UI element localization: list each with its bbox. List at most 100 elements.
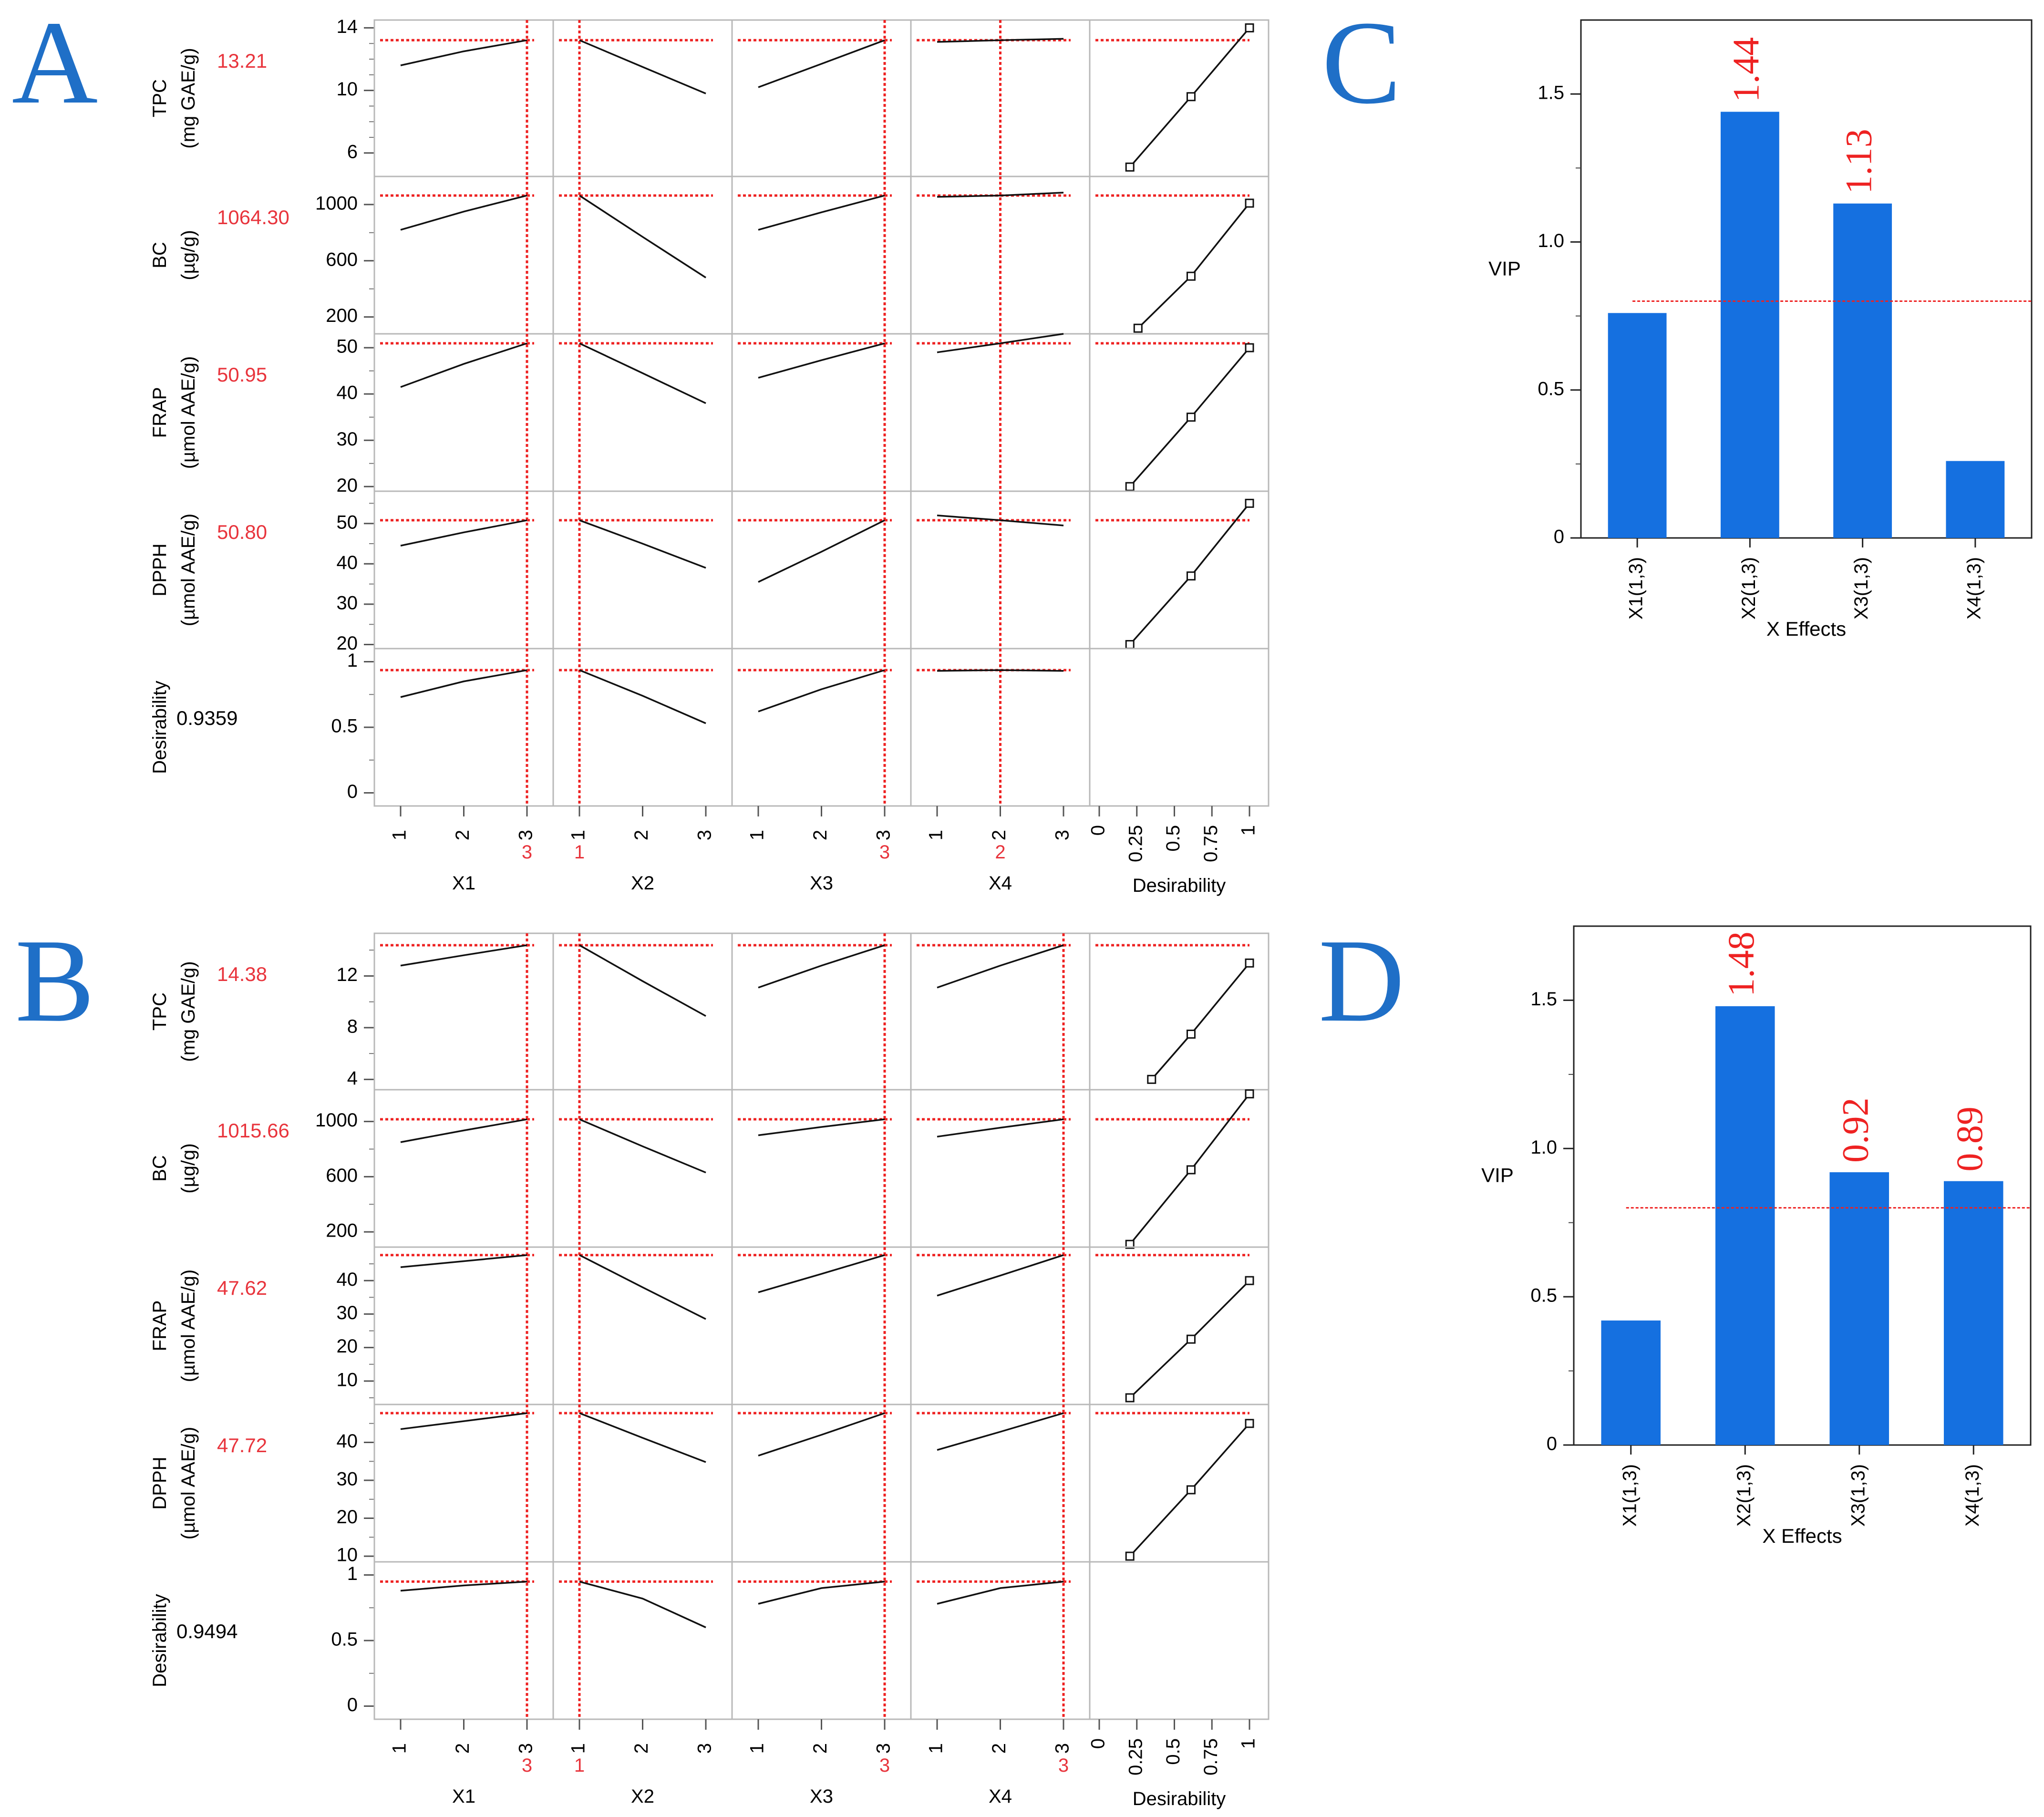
x-tick-label: X4(1,3) [1963, 557, 1984, 619]
desirability-handle [1245, 343, 1254, 352]
profiler-cell [1089, 932, 1270, 1091]
y-tick-label: 0 [347, 1694, 358, 1715]
vip-bar [1946, 461, 2005, 538]
x-tick-label: 2 [810, 830, 831, 840]
y-tick-label: 4 [347, 1068, 358, 1089]
desirability-handle [1186, 1165, 1196, 1175]
factor-name: X4 [989, 1786, 1012, 1807]
y-axis-label: VIP [1488, 257, 1521, 279]
y-tick-label: 30 [337, 429, 358, 450]
response-name: BC [149, 1155, 170, 1182]
desirability-handle [1186, 413, 1196, 422]
response-row: DPPH (µmol AAE/g) 50.80 20 30 40 50 [149, 490, 1270, 654]
vip-bar [1608, 313, 1667, 538]
bar-value-label: 1.13 [1838, 129, 1879, 194]
response-current-value: 1015.66 [217, 1119, 289, 1142]
prediction-trace [937, 1580, 1064, 1605]
response-unit: (mg GAE/g) [178, 961, 199, 1062]
prediction-trace [937, 944, 1064, 989]
prediction-trace [758, 944, 885, 989]
y-tick-label: 1000 [315, 193, 358, 214]
prediction-trace [937, 333, 1064, 353]
factor-setting-value: 3 [1058, 1755, 1069, 1776]
response-row: Desirability 0.9494 0 0.5 1 [149, 1561, 1270, 1720]
x-tick-label: 2 [989, 1743, 1010, 1754]
x-tick-label: X3(1,3) [1851, 557, 1872, 619]
x-tick-label: 1 [389, 830, 410, 840]
desirability-handle [1125, 482, 1135, 491]
vip-bar [1829, 1172, 1889, 1445]
x-axis: 0 0.25 0.5 0.75 1 Desirability [1088, 1719, 1259, 1809]
prediction-trace [937, 669, 1064, 672]
response-unit: (µmol AAE/g) [178, 1427, 199, 1539]
response-name: TPC [149, 992, 170, 1031]
desirability-function [1137, 202, 1250, 329]
desirability-axis-label: Desirability [1133, 1788, 1226, 1809]
y-tick-label: 10 [337, 79, 358, 100]
response-unit: (µmol AAE/g) [178, 514, 199, 626]
factor-name: X3 [810, 873, 833, 894]
x-tick-label: 0.75 [1200, 825, 1221, 862]
x-tick-label: 1 [1238, 825, 1259, 836]
profiler-cell [1089, 648, 1270, 807]
response-name: DPPH [149, 543, 170, 596]
prediction-trace [400, 1118, 527, 1143]
y-tick-label: 8 [347, 1016, 358, 1037]
plot-frame [1580, 19, 2033, 539]
x-axis: 1 2 33 X4 [926, 1719, 1073, 1807]
response-unit: (µmol AAE/g) [178, 356, 199, 469]
response-current-value: 47.62 [217, 1277, 267, 1299]
y-tick-label: 30 [337, 1302, 358, 1323]
x-axis: 1 2 3 1 X2 [568, 806, 715, 894]
x-tick-label: 1 [747, 1743, 768, 1754]
y-tick-label: 30 [337, 1469, 358, 1490]
profiler-cell [1089, 1246, 1270, 1405]
y-tick-label: 1.5 [1530, 989, 1557, 1010]
profiler-cell [1089, 490, 1270, 650]
prediction-trace [400, 195, 527, 231]
response-name: Desirability [149, 1594, 170, 1687]
factor-setting-value: 3 [522, 1755, 532, 1776]
x-tick-label: 1 [1238, 1738, 1259, 1749]
x-tick-label: 3 [516, 830, 537, 840]
x-tick-label: 3 [1052, 830, 1073, 840]
factor-name: X2 [631, 873, 654, 894]
profiler-cell [1089, 1561, 1270, 1720]
y-tick-label: 20 [337, 1507, 358, 1528]
factor-setting-value: 3 [879, 842, 890, 863]
x-axis-label: X Effects [1766, 618, 1846, 640]
bar-value-label: 1.48 [1720, 931, 1762, 997]
panel-letter-d: D [1319, 915, 1405, 1047]
x-tick-label: 2 [452, 1743, 473, 1754]
y-tick-label: 10 [337, 1369, 358, 1390]
y-tick-label: 20 [337, 1336, 358, 1357]
prediction-trace [758, 195, 885, 231]
response-name: FRAP [149, 1301, 170, 1352]
x-tick-label: 0 [1088, 1738, 1109, 1749]
panel-letter-b: B [15, 915, 95, 1047]
y-tick-label: 30 [337, 592, 358, 613]
desirability-handle [1125, 1393, 1135, 1403]
prediction-trace [758, 1580, 885, 1605]
prediction-trace [937, 1254, 1064, 1297]
y-tick-label: 0.5 [1530, 1285, 1557, 1306]
response-current-value: 14.38 [217, 963, 267, 985]
x-tick-label: 1 [747, 830, 768, 840]
x-axis: 1 2 3 2 X4 [926, 806, 1073, 894]
response-row: TPC (mg GAE/g) 14.38 4 8 12 [149, 932, 1270, 1091]
vip-bar [1720, 112, 1779, 538]
response-current-value: 0.9494 [176, 1620, 237, 1642]
y-tick-label: 1 [347, 650, 358, 671]
prediction-trace [579, 944, 706, 1017]
vip-bar [1601, 1320, 1661, 1445]
response-row: DPPH (µmol AAE/g) 47.72 10 20 30 40 [149, 1404, 1270, 1566]
desirability-handle [1245, 1276, 1254, 1285]
prediction-trace [937, 1412, 1064, 1451]
y-tick-label: 1.0 [1530, 1137, 1557, 1158]
factor-setting-value: 1 [574, 842, 585, 863]
desirability-handle [1125, 1239, 1135, 1249]
x-tick-label: 2 [810, 1743, 831, 1754]
y-tick-label: 20 [337, 475, 358, 496]
